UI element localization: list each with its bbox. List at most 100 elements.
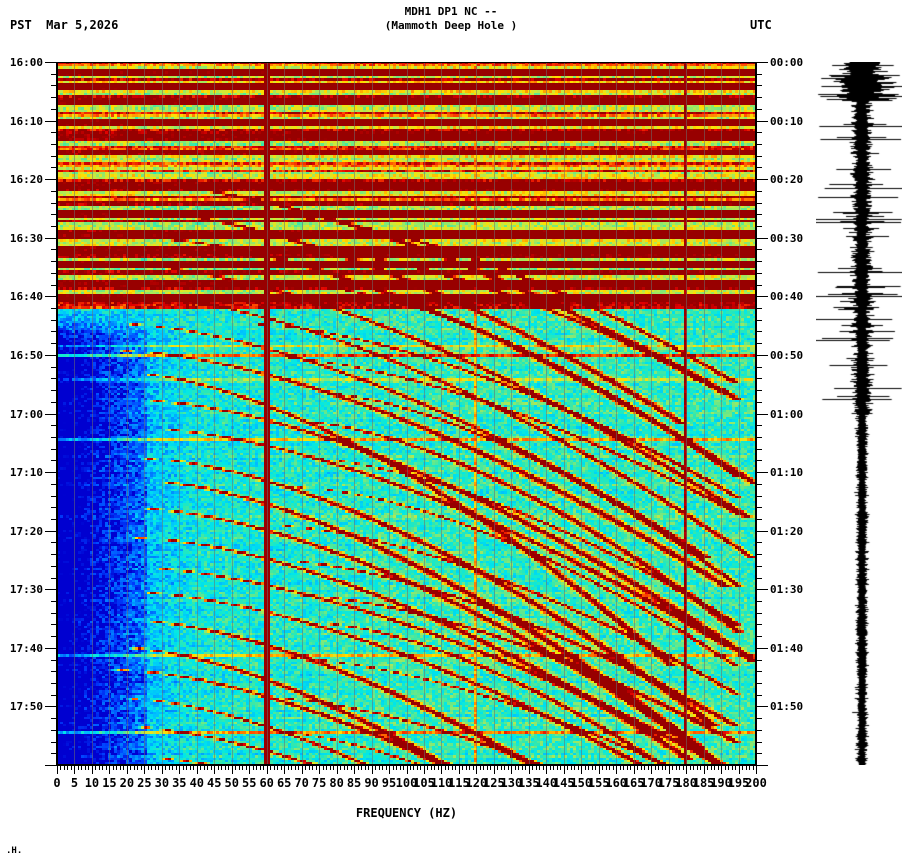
left-axis-minor-tick [51, 390, 57, 392]
frequency-minor-tick [263, 765, 265, 770]
right-axis-minor-tick [756, 565, 762, 567]
frequency-major-tick [214, 765, 216, 774]
left-axis-minor-tick [51, 671, 57, 673]
spectrogram-plot[interactable] [57, 62, 756, 765]
frequency-axis-label: 70 [294, 776, 309, 790]
frequency-minor-tick [329, 765, 331, 770]
left-axis-label: 16:50 [9, 348, 43, 362]
frequency-minor-tick [294, 765, 296, 770]
frequency-minor-tick [465, 765, 467, 770]
frequency-minor-tick [584, 765, 586, 770]
frequency-major-tick [511, 765, 513, 774]
left-axis-minor-tick [51, 495, 57, 497]
frequency-axis-label: 140 [535, 776, 558, 790]
right-axis-minor-tick [756, 226, 762, 228]
frequency-minor-tick [315, 765, 317, 770]
left-axis-minor-tick [51, 542, 57, 544]
frequency-minor-tick [640, 765, 642, 770]
frequency-axis-label: 0 [53, 776, 61, 790]
left-axis-minor-tick [51, 202, 57, 204]
left-axis-label: 16:00 [9, 56, 43, 69]
left-axis-minor-tick [51, 378, 57, 380]
frequency-minor-tick [287, 765, 289, 770]
right-axis-minor-tick [756, 448, 762, 450]
frequency-minor-tick [238, 765, 240, 770]
frequency-minor-tick [182, 765, 184, 770]
frequency-minor-tick [451, 765, 453, 770]
left-time-axis: 16:00 16:10 16:20 16:30 16:40 16:50 17:00 17:10… [0, 56, 57, 767]
frequency-minor-tick [595, 765, 597, 770]
left-axis-minor-tick [51, 261, 57, 263]
left-axis-minor-tick [51, 718, 57, 720]
header-right-timezone: UTC [750, 18, 772, 32]
frequency-minor-tick [661, 765, 663, 770]
frequency-axis-label: 110 [430, 776, 453, 790]
right-axis-minor-tick [756, 108, 762, 110]
right-axis-minor-tick [756, 378, 762, 380]
frequency-axis: 0 5 10 15 20 25 30 35 40 45 50 55 60 65 70 75 80 85 90 95 10… [53, 765, 767, 825]
frequency-minor-tick [637, 765, 639, 770]
frequency-minor-tick [280, 765, 282, 770]
right-axis-minor-tick [756, 483, 762, 485]
frequency-minor-tick [409, 765, 411, 770]
left-axis-label: 17:20 [9, 524, 43, 538]
right-axis-major-tick [756, 647, 768, 649]
frequency-major-tick [633, 765, 635, 774]
frequency-minor-tick [560, 765, 562, 770]
left-axis-major-tick [45, 62, 57, 63]
frequency-minor-tick [504, 765, 506, 770]
frequency-minor-tick [308, 765, 310, 770]
right-axis-major-tick [756, 413, 768, 415]
frequency-minor-tick [403, 765, 404, 770]
frequency-minor-tick [322, 765, 324, 770]
frequency-major-tick [686, 765, 688, 774]
frequency-minor-tick [437, 765, 439, 770]
frequency-minor-tick [700, 765, 702, 770]
left-axis-major-tick [45, 706, 57, 708]
left-axis-minor-tick [51, 507, 57, 509]
left-axis-minor-tick [51, 741, 57, 743]
frequency-axis-label: 185 [692, 776, 715, 790]
left-axis-minor-tick [51, 214, 57, 216]
frequency-minor-tick [399, 765, 401, 770]
left-axis-major-tick [45, 120, 57, 122]
frequency-major-tick [74, 765, 76, 774]
frequency-minor-tick [507, 765, 509, 770]
frequency-minor-tick [731, 765, 733, 770]
right-axis-minor-tick [756, 132, 762, 134]
frequency-minor-tick [553, 765, 555, 770]
frequency-minor-tick [602, 765, 604, 770]
right-axis-minor-tick [756, 190, 762, 192]
frequency-axis-label: 25 [137, 776, 152, 790]
right-axis-major-tick [756, 765, 768, 766]
frequency-axis-label: 195 [727, 776, 750, 790]
left-axis-major-tick [45, 179, 57, 181]
right-axis-minor-tick [756, 671, 762, 673]
right-axis-major-tick [756, 354, 768, 356]
left-axis-label: 17:10 [9, 466, 43, 480]
frequency-minor-tick [154, 765, 156, 770]
right-axis-minor-tick [756, 73, 762, 75]
frequency-axis-label: 80 [329, 776, 344, 790]
frequency-minor-tick [210, 765, 212, 770]
left-axis-minor-tick [51, 729, 57, 731]
frequency-minor-tick [497, 765, 499, 770]
frequency-axis-label: 40 [189, 776, 205, 790]
left-axis-label: 16:40 [9, 290, 43, 304]
frequency-major-tick [389, 765, 391, 774]
frequency-minor-tick [203, 765, 205, 770]
frequency-minor-tick [728, 765, 730, 770]
frequency-axis-label: 160 [605, 776, 628, 790]
frequency-axis-label: 120 [465, 776, 488, 790]
frequency-minor-tick [427, 765, 429, 770]
frequency-major-tick [266, 765, 268, 774]
frequency-minor-tick [539, 765, 541, 770]
spectrogram-canvas[interactable] [57, 62, 756, 765]
frequency-minor-tick [228, 765, 230, 770]
frequency-major-tick [616, 765, 618, 774]
left-axis-minor-tick [51, 132, 57, 134]
frequency-axis-label: 150 [570, 776, 593, 790]
frequency-minor-tick [252, 765, 254, 770]
frequency-axis-label: 135 [517, 776, 540, 790]
frequency-minor-tick [735, 765, 737, 770]
